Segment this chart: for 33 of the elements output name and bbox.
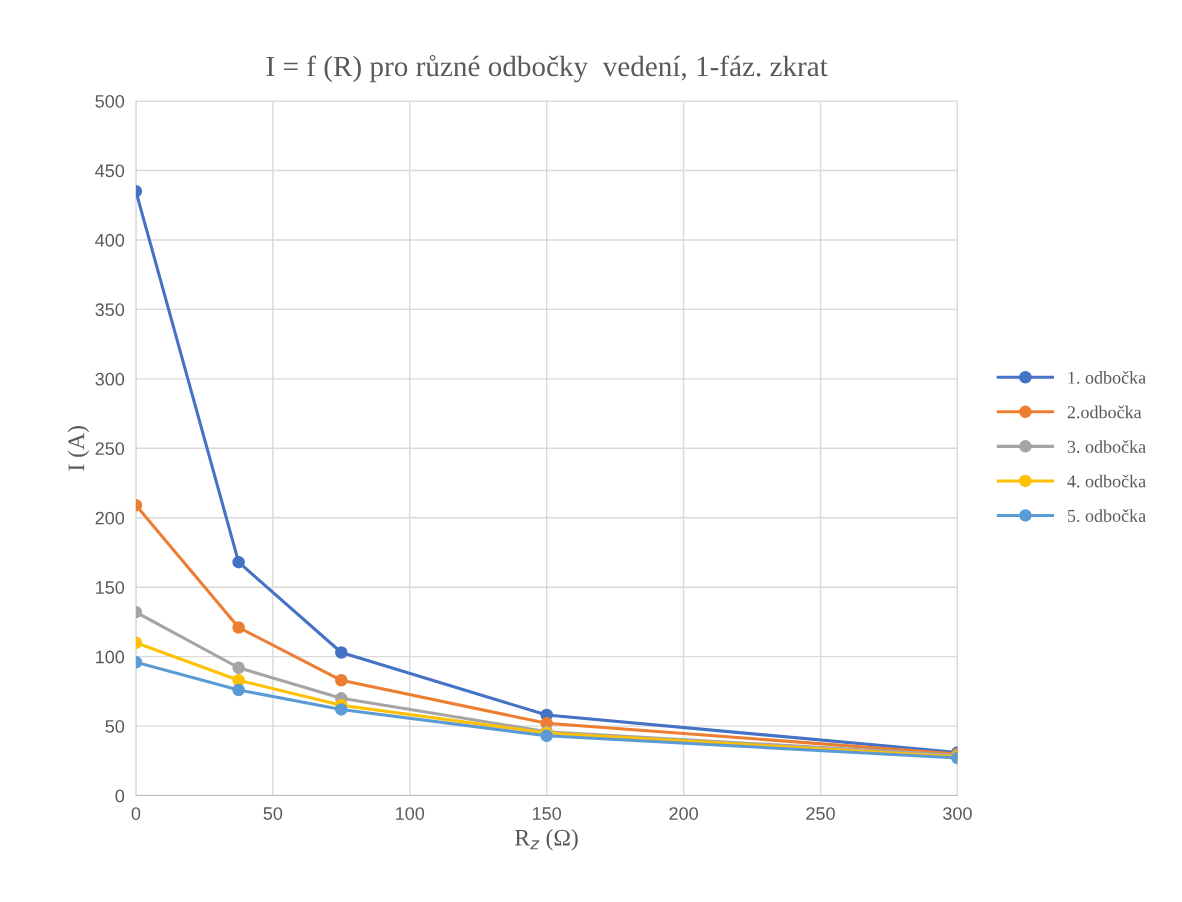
chart-title: I = f (R) pro různé odbočky vedení, 1-fáz. zkrat <box>266 54 828 83</box>
y-tick-label: 0 <box>115 789 125 803</box>
x-tick-label: 50 <box>263 807 283 820</box>
x-tick-label: 250 <box>806 807 835 820</box>
y-tick-label: 150 <box>96 581 125 594</box>
point <box>232 621 245 634</box>
x-tick-label: 0 <box>131 807 141 820</box>
y-tick-label: 100 <box>96 650 125 664</box>
y-tick-label: 500 <box>95 94 125 108</box>
x-tick-label: 200 <box>669 807 698 820</box>
y-axis-title: I (A) <box>67 426 90 471</box>
legend-label: 3. odbočka <box>1067 440 1146 453</box>
point <box>232 661 245 675</box>
point <box>232 555 245 569</box>
point <box>335 646 348 659</box>
x-tick-label: 100 <box>396 807 425 820</box>
y-tick-label: 400 <box>95 233 125 247</box>
x-tick-label: 300 <box>943 807 972 820</box>
y-tick-label: 300 <box>95 372 125 386</box>
point <box>335 703 348 716</box>
legend-label: 4. odbočka <box>1067 474 1146 488</box>
legend-label: 5. odbočka <box>1067 509 1146 523</box>
y-tick-label: 450 <box>95 164 125 178</box>
point <box>335 674 348 687</box>
y-tick-label: 350 <box>95 303 125 317</box>
legend-label: 1. odbočka <box>1068 371 1146 384</box>
x-tick-label: 150 <box>532 807 562 820</box>
x-axis-title: R$_{z}$ (Ω) <box>515 829 578 851</box>
point <box>232 683 245 697</box>
y-tick-label: 250 <box>95 442 125 456</box>
y-tick-label: 50 <box>105 720 125 733</box>
legend-label: 2.odbočka <box>1067 405 1142 419</box>
y-tick-label: 200 <box>95 511 125 525</box>
